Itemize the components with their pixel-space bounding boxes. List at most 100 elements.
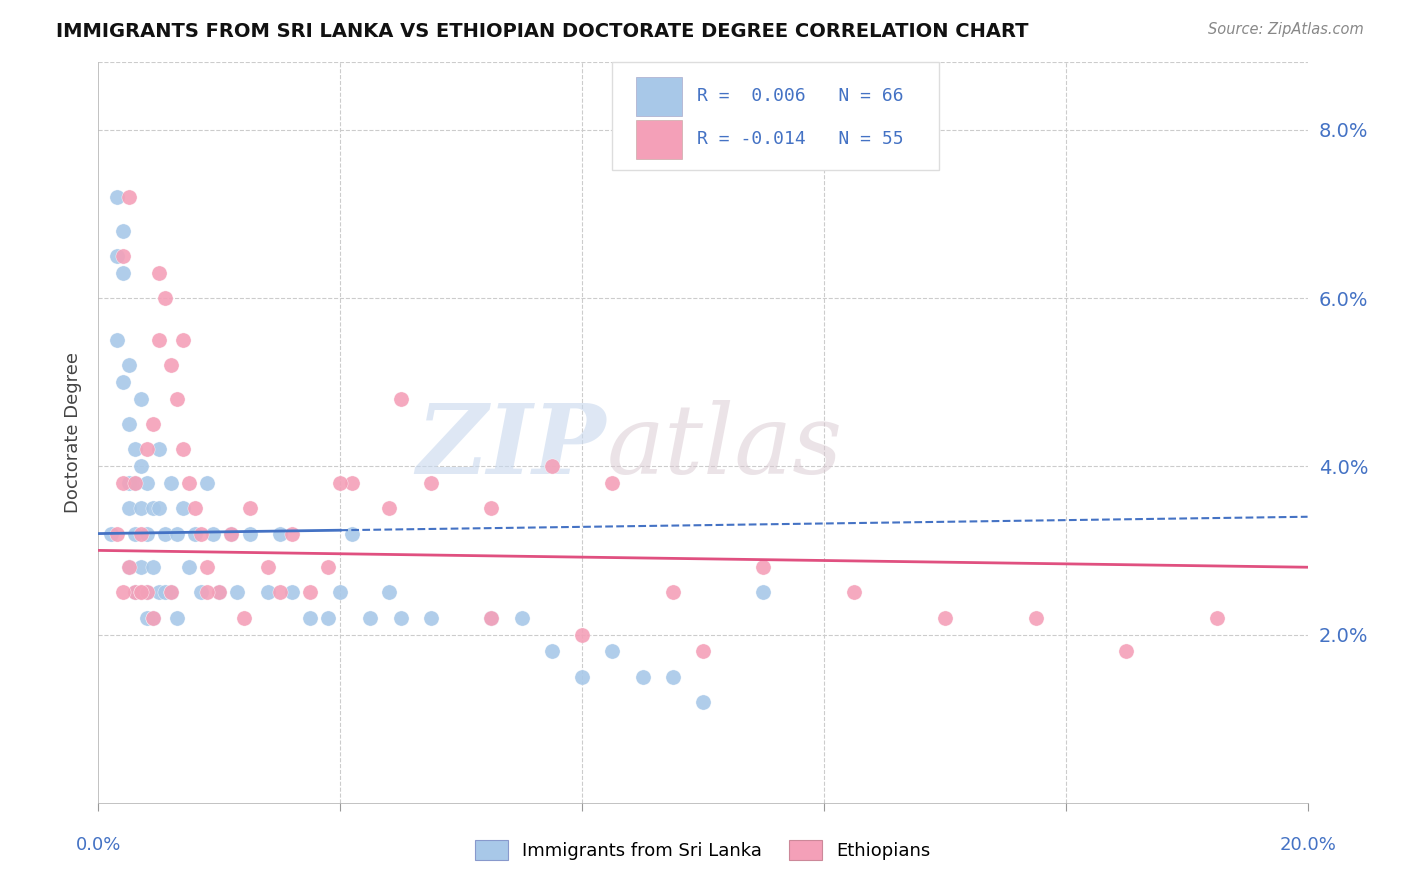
Point bbox=[510, 610, 533, 624]
Point bbox=[208, 585, 231, 599]
Point bbox=[571, 670, 593, 684]
Point bbox=[129, 560, 152, 574]
Point bbox=[602, 644, 624, 658]
Point bbox=[360, 610, 382, 624]
Point bbox=[631, 670, 654, 684]
Point bbox=[129, 585, 152, 599]
Point bbox=[602, 476, 624, 491]
Point bbox=[269, 526, 291, 541]
FancyBboxPatch shape bbox=[613, 62, 939, 169]
Point bbox=[172, 442, 194, 457]
Text: IMMIGRANTS FROM SRI LANKA VS ETHIOPIAN DOCTORATE DEGREE CORRELATION CHART: IMMIGRANTS FROM SRI LANKA VS ETHIOPIAN D… bbox=[56, 22, 1029, 41]
Point bbox=[221, 526, 243, 541]
FancyBboxPatch shape bbox=[637, 120, 682, 159]
Point bbox=[111, 476, 134, 491]
Point bbox=[481, 610, 503, 624]
Point bbox=[135, 526, 157, 541]
Point bbox=[148, 442, 170, 457]
Point bbox=[160, 359, 183, 373]
Point bbox=[844, 585, 866, 599]
Point bbox=[420, 476, 443, 491]
Point bbox=[124, 442, 146, 457]
Point bbox=[540, 644, 562, 658]
Text: Source: ZipAtlas.com: Source: ZipAtlas.com bbox=[1208, 22, 1364, 37]
Point bbox=[281, 585, 304, 599]
Point bbox=[118, 417, 141, 432]
Point bbox=[142, 417, 165, 432]
Point bbox=[752, 585, 775, 599]
Point bbox=[105, 190, 128, 204]
Point bbox=[124, 585, 146, 599]
Point bbox=[135, 442, 157, 457]
Text: 20.0%: 20.0% bbox=[1279, 836, 1336, 855]
Point bbox=[342, 526, 364, 541]
Point bbox=[281, 526, 304, 541]
Point bbox=[105, 249, 128, 263]
Text: atlas: atlas bbox=[606, 401, 842, 494]
Point bbox=[148, 266, 170, 280]
Point bbox=[299, 610, 322, 624]
Point bbox=[129, 459, 152, 474]
Point bbox=[481, 501, 503, 516]
Point bbox=[118, 560, 141, 574]
Point bbox=[420, 610, 443, 624]
Point bbox=[571, 627, 593, 641]
Point bbox=[329, 476, 352, 491]
Point bbox=[1206, 610, 1229, 624]
Point bbox=[135, 610, 157, 624]
Point bbox=[124, 526, 146, 541]
Point bbox=[389, 610, 412, 624]
Point bbox=[377, 585, 399, 599]
Y-axis label: Doctorate Degree: Doctorate Degree bbox=[63, 352, 82, 513]
Point bbox=[172, 501, 194, 516]
Point bbox=[160, 585, 183, 599]
Point bbox=[124, 476, 146, 491]
Point bbox=[142, 560, 165, 574]
Point bbox=[153, 526, 176, 541]
Point bbox=[692, 695, 714, 709]
Point bbox=[148, 333, 170, 347]
Point bbox=[118, 190, 141, 204]
Point bbox=[1115, 644, 1137, 658]
Point bbox=[100, 526, 122, 541]
Point bbox=[129, 392, 152, 406]
Point bbox=[190, 585, 212, 599]
Text: 0.0%: 0.0% bbox=[76, 836, 121, 855]
Point bbox=[129, 585, 152, 599]
Point bbox=[377, 501, 399, 516]
Point bbox=[208, 585, 231, 599]
Point bbox=[540, 459, 562, 474]
Point bbox=[195, 560, 218, 574]
Point bbox=[105, 333, 128, 347]
Point bbox=[129, 501, 152, 516]
Point bbox=[184, 526, 207, 541]
Legend: Immigrants from Sri Lanka, Ethiopians: Immigrants from Sri Lanka, Ethiopians bbox=[475, 839, 931, 861]
Point bbox=[135, 585, 157, 599]
FancyBboxPatch shape bbox=[637, 78, 682, 116]
Point bbox=[129, 526, 152, 541]
Point bbox=[135, 476, 157, 491]
Point bbox=[124, 476, 146, 491]
Point bbox=[148, 501, 170, 516]
Point bbox=[256, 585, 278, 599]
Text: R =  0.006   N = 66: R = 0.006 N = 66 bbox=[697, 87, 904, 105]
Point bbox=[221, 526, 243, 541]
Point bbox=[153, 585, 176, 599]
Point bbox=[142, 501, 165, 516]
Point bbox=[105, 526, 128, 541]
Point bbox=[299, 585, 322, 599]
Text: ZIP: ZIP bbox=[416, 401, 606, 494]
Point bbox=[148, 585, 170, 599]
Point bbox=[118, 476, 141, 491]
Point bbox=[342, 476, 364, 491]
Point bbox=[195, 476, 218, 491]
Point bbox=[179, 476, 201, 491]
Point bbox=[232, 610, 254, 624]
Point bbox=[172, 333, 194, 347]
Point bbox=[135, 585, 157, 599]
Point bbox=[142, 610, 165, 624]
Point bbox=[111, 375, 134, 389]
Point bbox=[184, 501, 207, 516]
Point bbox=[934, 610, 956, 624]
Point bbox=[202, 526, 225, 541]
